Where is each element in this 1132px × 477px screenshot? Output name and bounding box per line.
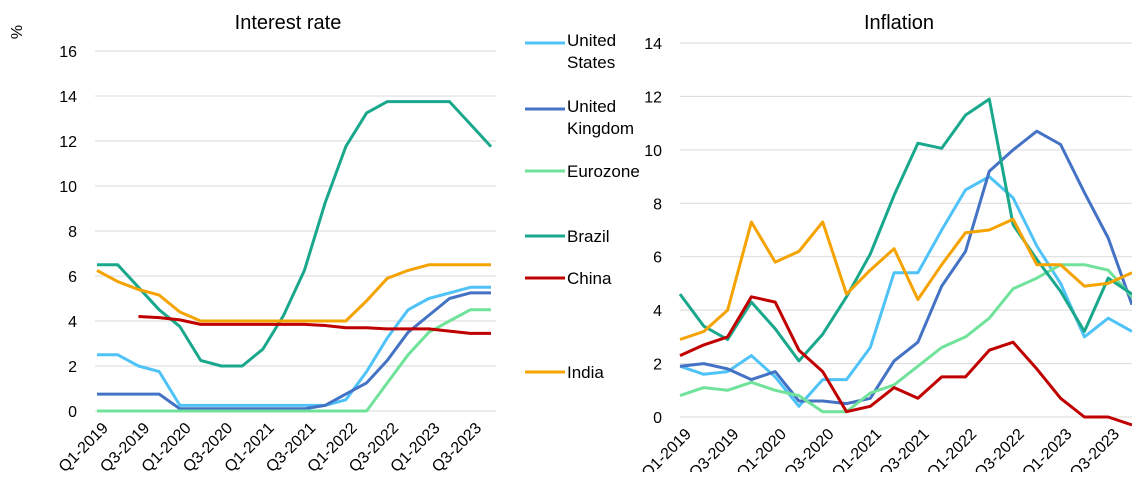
inflation-x-tick-label: Q1-2022: [924, 426, 980, 472]
legend-label-india: India: [567, 363, 604, 382]
interest-rate-y-tick-label: 10: [59, 179, 77, 196]
interest-rate-x-ticks: Q1-2019Q3-2019Q1-2020Q3-2020Q1-2021Q3-20…: [56, 420, 485, 472]
inflation-line-eurozone: [680, 265, 1132, 412]
inflation-y-tick-label: 10: [644, 143, 662, 160]
inflation-y-tick-label: 14: [644, 36, 662, 53]
inflation-x-tick-label: Q3-2019: [686, 426, 742, 472]
legend-item-eurozone: Eurozone: [525, 162, 640, 181]
inflation-line-china: [680, 297, 1132, 425]
interest-rate-y-tick-label: 4: [68, 314, 77, 331]
inflation-series: [680, 99, 1132, 425]
inflation-y-tick-label: 6: [653, 250, 662, 267]
interest-rate-panel: Interest rate % 0 2 4 6 8 10 12 14 16 Q1-2019Q3-…: [9, 12, 496, 472]
interest-rate-series: [97, 102, 491, 412]
interest-rate-y-tick-label: 14: [59, 89, 77, 106]
inflation-x-tick-label: Q3-2020: [782, 426, 838, 472]
inflation-y-tick-label: 8: [653, 196, 662, 213]
legend-label-brazil: Brazil: [567, 227, 610, 246]
interest-rate-y-tick-label: 16: [59, 44, 77, 61]
interest-rate-title: Interest rate: [235, 12, 342, 34]
inflation-y-tick-label: 0: [653, 410, 662, 427]
interest-rate-gridlines: [95, 51, 496, 411]
interest-rate-y-ticks: 0 2 4 6 8 10 12 14 16: [59, 44, 77, 421]
inflation-x-ticks: Q1-2019Q3-2019Q1-2020Q3-2020Q1-2021Q3-20…: [639, 426, 1123, 472]
inflation-x-tick-label: Q1-2019: [639, 426, 695, 472]
inflation-y-tick-label: 4: [653, 303, 662, 320]
inflation-y-tick-label: 2: [653, 357, 662, 374]
legend-label-eurozone: Eurozone: [567, 162, 640, 181]
interest-rate-line-china: [139, 317, 492, 334]
inflation-y-tick-label: 12: [644, 89, 662, 106]
legend-label-china: China: [567, 269, 612, 288]
interest-rate-y-tick-label: 8: [68, 224, 77, 241]
inflation-title: Inflation: [864, 12, 934, 34]
inflation-line-united-states: [680, 177, 1132, 407]
inflation-x-tick-label: Q1-2020: [734, 426, 790, 472]
legend-item-china: China: [525, 269, 612, 288]
inflation-line-india: [680, 219, 1132, 339]
inflation-x-tick-label: Q1-2021: [829, 426, 885, 472]
inflation-x-tick-label: Q1-2023: [1019, 426, 1075, 472]
interest-rate-y-tick-label: 6: [68, 269, 77, 286]
legend-item-india: India: [525, 363, 604, 382]
legend-item-brazil: Brazil: [525, 227, 610, 246]
inflation-y-ticks: 0 2 4 6 8 10 12 14: [644, 36, 662, 427]
interest-rate-y-axis-label: %: [9, 25, 26, 39]
interest-rate-y-tick-label: 0: [68, 404, 77, 421]
inflation-x-tick-label: Q3-2021: [877, 426, 933, 472]
inflation-x-tick-label: Q3-2022: [972, 426, 1028, 472]
inflation-x-tick-label: Q3-2023: [1067, 426, 1123, 472]
interest-rate-y-tick-label: 2: [68, 359, 77, 376]
interest-rate-line-united-kingdom: [97, 293, 491, 409]
interest-rate-y-tick-label: 12: [59, 134, 77, 151]
